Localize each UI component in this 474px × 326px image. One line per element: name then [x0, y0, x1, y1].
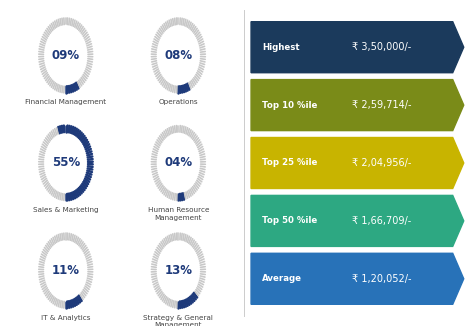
- Text: 55%: 55%: [52, 156, 80, 170]
- Polygon shape: [251, 22, 464, 73]
- Text: 11%: 11%: [52, 264, 80, 277]
- Text: Sales & Marketing: Sales & Marketing: [33, 207, 99, 213]
- Text: Top 25 %ile: Top 25 %ile: [262, 158, 318, 168]
- Text: ₹ 2,04,956/-: ₹ 2,04,956/-: [353, 158, 412, 168]
- Polygon shape: [251, 253, 464, 304]
- Text: Human Resource
Management: Human Resource Management: [147, 207, 209, 220]
- Text: Operations: Operations: [159, 99, 198, 105]
- Text: ₹ 2,59,714/-: ₹ 2,59,714/-: [353, 100, 412, 110]
- Text: Average: Average: [262, 274, 302, 283]
- Text: ₹ 3,50,000/-: ₹ 3,50,000/-: [353, 42, 412, 52]
- Text: 13%: 13%: [164, 264, 192, 277]
- Text: 08%: 08%: [164, 49, 192, 62]
- Text: ₹ 1,66,709/-: ₹ 1,66,709/-: [353, 216, 412, 226]
- Polygon shape: [251, 138, 464, 188]
- Text: 04%: 04%: [164, 156, 192, 170]
- Text: IT & Analytics: IT & Analytics: [41, 315, 91, 320]
- Text: ₹ 1,20,052/-: ₹ 1,20,052/-: [353, 274, 412, 284]
- Text: Top 10 %ile: Top 10 %ile: [262, 101, 318, 110]
- Text: Top 50 %ile: Top 50 %ile: [262, 216, 317, 225]
- Text: 09%: 09%: [52, 49, 80, 62]
- Text: Financial Management: Financial Management: [25, 99, 106, 105]
- Text: Highest: Highest: [262, 43, 300, 52]
- Polygon shape: [251, 195, 464, 246]
- Polygon shape: [251, 80, 464, 131]
- Text: Strategy & General
Management: Strategy & General Management: [144, 315, 213, 326]
